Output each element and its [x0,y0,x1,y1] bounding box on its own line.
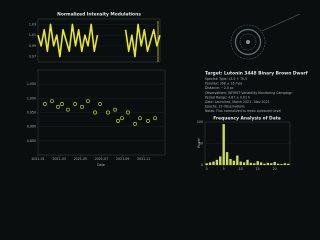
x-tick-label: 15 [256,167,260,171]
bar [263,163,266,165]
bar [256,161,259,165]
y-tick-label: 0.850 [27,139,36,143]
bar [249,162,253,165]
point [116,119,120,123]
x-tick-label: 2021-09 [116,157,129,161]
info-line: Notes: Flux normalized to mean quiescent… [205,109,281,113]
point [60,102,64,106]
bar [208,162,212,165]
bar [229,158,232,165]
point [86,99,90,104]
bar [236,155,239,165]
bar [205,163,208,165]
point [120,116,124,121]
x-tick-label: 2021-03 [53,157,66,161]
y-tick-label: 1.01 [29,33,36,37]
bar [225,152,229,165]
y-axis-label: Power [197,137,201,147]
chart-title: Frequency Analysis of Data [213,116,281,122]
info-title: Target: Lutonin 3448 Binary Brown Dwarf [205,71,308,77]
point [56,104,60,109]
info-line: Distance: ~2.0 pc [205,86,234,90]
bar [239,161,242,165]
bar [276,163,280,165]
y-tick-label: 0.950 [27,111,36,115]
point [43,102,47,106]
info-line: Date: Launched, March 2021 - Nov 2021 [205,100,270,104]
y-tick-label: 1.000 [27,96,36,100]
bar [215,159,219,165]
x-tick-label: 2021-11 [137,157,150,161]
x-tick-label: 2021-07 [95,157,108,161]
bar [212,161,215,165]
chart-title: Normalized Intensity Modulations [57,12,141,18]
bar [246,159,249,165]
bar [253,163,256,165]
bar [219,156,222,165]
y-tick-label: 0.900 [27,125,36,129]
gauge [230,13,301,60]
bar [222,124,225,165]
y-tick-label: 100 [197,120,203,124]
x-tick-label: 20 [273,167,277,171]
x-tick-label: 2021-05 [74,157,87,161]
point [106,110,110,115]
info-line: Epochs: 19 Observations [205,105,245,109]
bar [259,162,263,165]
bar [283,163,287,165]
y-tick-label: 0 [201,163,203,167]
y-tick-label: 1.03 [29,22,36,26]
point [98,102,102,106]
y-tick-label: 1.050 [27,82,36,86]
bar [273,161,276,165]
bar [232,160,236,165]
y-tick-label: 0.97 [29,55,36,59]
data-line [37,23,161,58]
bar [242,162,246,165]
point [153,116,158,121]
point [126,110,130,115]
info-line: Parallax: 398 ± 16 mas [205,82,243,86]
y-tick-label: 50 [199,142,203,146]
point [50,99,54,104]
point [113,107,117,112]
point [80,104,84,109]
x-tick-label: 10 [239,167,243,171]
info-line: Period Range: 4.87 ± 0.01 h [205,95,250,99]
dashboard: Normalized Intensity Modulations Frequen… [26,11,308,171]
bar [280,164,283,165]
info-line: Observations: WFIRST Variability Monitor… [205,91,292,95]
x-tick-label: 2021-01 [31,157,44,161]
point [66,107,70,112]
bar [270,163,273,165]
bar [266,162,270,165]
panel-frame [37,18,161,63]
x-tick-label: 5 [223,167,225,171]
x-axis-label: Date [97,163,105,167]
bar [287,163,290,165]
point [133,121,137,126]
point [73,102,77,106]
x-tick-label: 0 [206,167,208,171]
info-line: Spectral Type: L3.5 + T0.5 [205,77,247,81]
y-tick-label: 0.99 [29,44,36,48]
point [146,119,150,123]
point [138,116,142,121]
point [93,110,97,115]
